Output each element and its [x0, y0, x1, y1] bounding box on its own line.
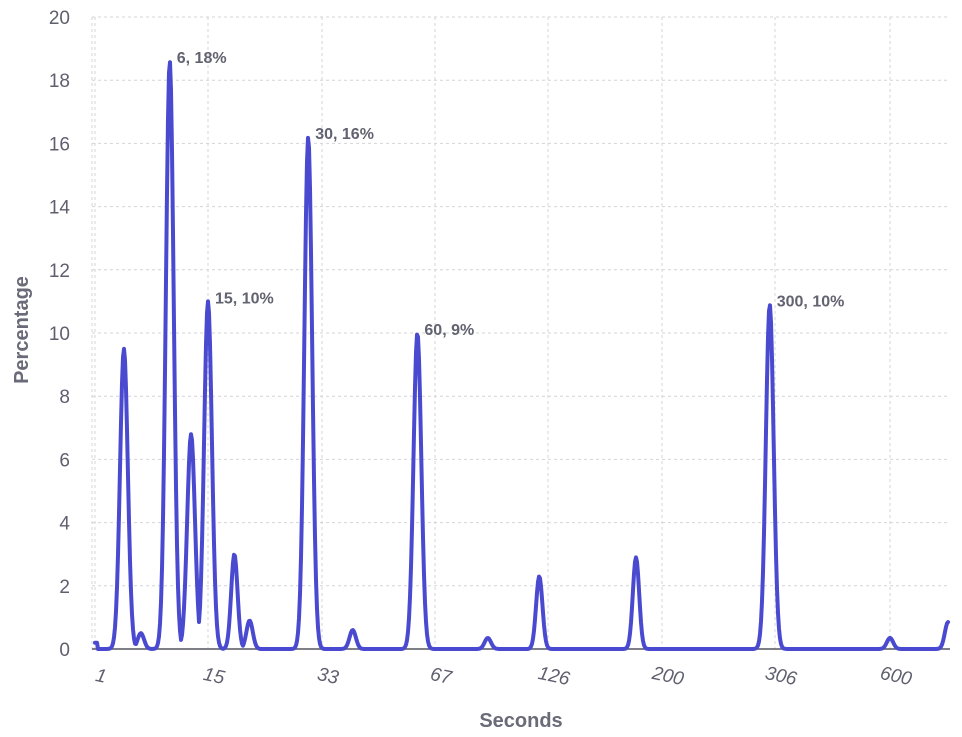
peak-annotation: 300, 10% [777, 294, 845, 311]
y-tick-label: 14 [49, 198, 71, 219]
x-tick-label: 600 [878, 663, 914, 690]
series-line [93, 60, 950, 651]
peak-annotation: 30, 16% [315, 126, 374, 143]
peak-annotation: 15, 10% [215, 290, 274, 307]
y-tick-label: 6 [59, 450, 70, 471]
x-tick-label: 306 [763, 663, 799, 690]
y-tick-label: 4 [59, 514, 70, 535]
y-tick-label: 0 [59, 640, 70, 661]
y-tick-label: 2 [59, 577, 70, 598]
peak-annotations: 6, 18% 15, 10% 30, 16% 60, 9% 300, 10% [177, 50, 845, 339]
x-tick-label: 1 [94, 665, 109, 688]
x-tick-label: 15 [201, 664, 226, 689]
y-tick-label: 10 [49, 324, 70, 345]
x-tick-label: 33 [315, 664, 340, 689]
x-tick-label: 67 [428, 664, 454, 689]
peak-annotation: 6, 18% [177, 50, 227, 67]
y-tick-label: 20 [49, 8, 70, 29]
y-tick-label: 12 [49, 261, 70, 282]
x-tick-label: 200 [649, 663, 686, 690]
y-axis-label: Percentage [11, 276, 33, 384]
y-tick-label: 8 [59, 387, 70, 408]
x-tick-label: 126 [536, 663, 572, 690]
x-axis-ticks: 1 15 33 67 126 200 306 600 [94, 663, 914, 690]
y-tick-label: 16 [49, 134, 70, 155]
peak-annotation: 60, 9% [424, 322, 474, 339]
y-axis-ticks: 0 2 4 6 8 10 12 14 16 18 20 [49, 8, 71, 661]
gridlines [91, 16, 950, 649]
y-tick-label: 18 [49, 71, 70, 92]
x-axis-label: Seconds [479, 710, 562, 732]
